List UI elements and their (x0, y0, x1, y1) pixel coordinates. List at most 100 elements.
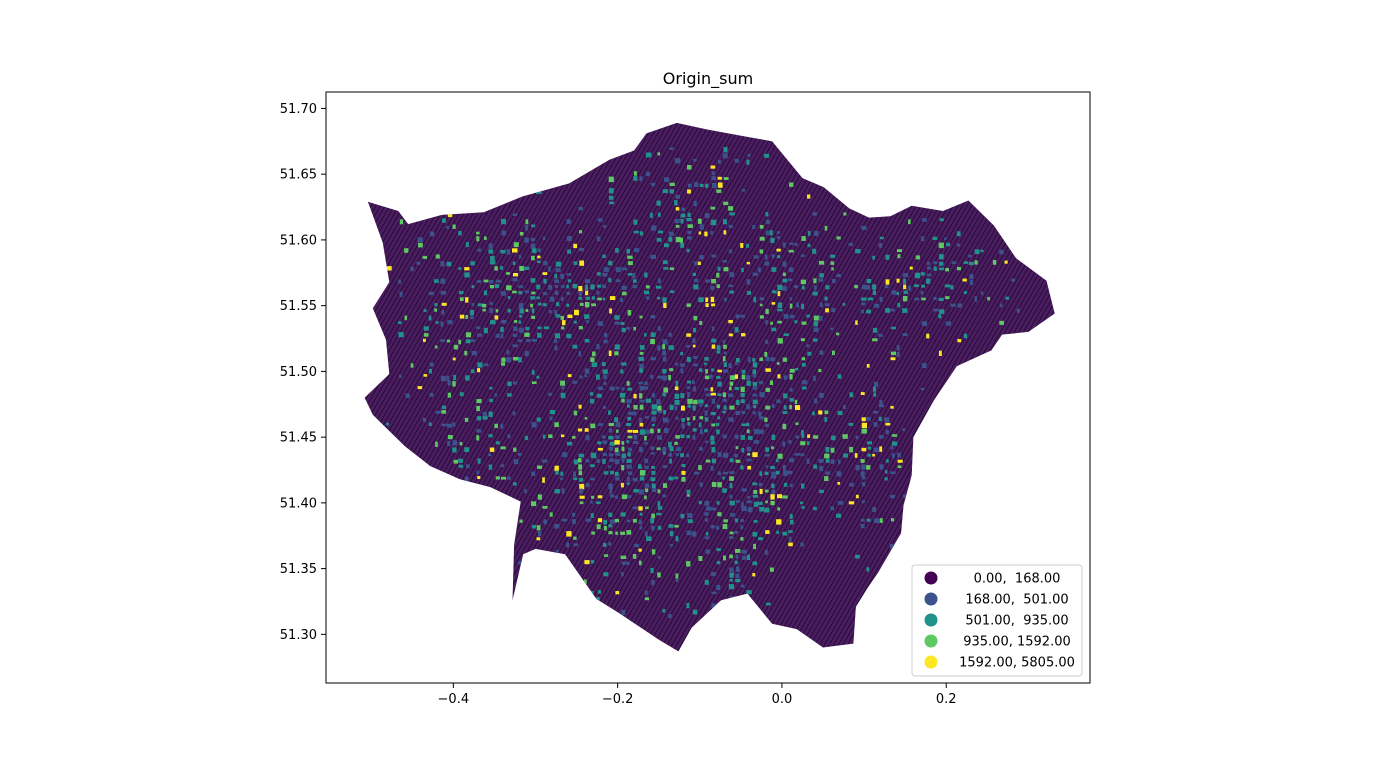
map-cell (794, 285, 799, 289)
map-cell (746, 422, 750, 427)
map-cell (747, 507, 753, 513)
map-cell (609, 308, 612, 314)
map-cell (597, 423, 604, 427)
map-cell (530, 296, 536, 300)
map-cell (650, 567, 654, 573)
map-cell (476, 231, 480, 235)
map-cell (627, 404, 630, 408)
map-cell (423, 338, 426, 342)
map-cell (897, 452, 901, 458)
map-cell (813, 464, 817, 469)
map-cell (956, 266, 961, 271)
map-cell (789, 297, 793, 301)
map-cell (507, 296, 511, 300)
map-cell (878, 242, 883, 248)
map-cell (729, 536, 734, 540)
map-cell (483, 290, 488, 296)
map-cell (602, 273, 608, 277)
map-cell (903, 284, 907, 290)
map-cell (542, 477, 545, 483)
map-cell (717, 471, 721, 475)
map-cell (710, 465, 714, 471)
map-cell (644, 290, 650, 295)
map-cell (554, 345, 558, 351)
map-cell (704, 231, 708, 237)
map-cell (615, 267, 621, 273)
map-cell (656, 399, 661, 405)
map-cell (729, 471, 735, 474)
map-cell (578, 453, 584, 458)
map-cell (465, 375, 470, 381)
map-cell (578, 585, 583, 590)
map-cell (764, 417, 768, 422)
map-cell (458, 464, 463, 468)
map-cell (741, 488, 747, 492)
map-cell (513, 447, 517, 452)
map-cell (746, 279, 751, 285)
map-cell (806, 458, 810, 464)
map-cell (615, 591, 620, 595)
map-cell (740, 537, 744, 541)
legend-marker (924, 655, 938, 669)
map-cell (681, 207, 686, 212)
map-cell (722, 488, 727, 493)
map-cell (686, 248, 690, 253)
map-cell (776, 362, 780, 365)
map-cell (921, 297, 926, 301)
legend-marker (924, 592, 938, 606)
map-cell (507, 308, 511, 313)
map-cell (596, 236, 601, 242)
map-cell (741, 369, 746, 374)
map-cell (446, 207, 451, 213)
map-cell (735, 399, 740, 405)
map-cell (609, 489, 613, 494)
map-cell (723, 297, 727, 302)
map-cell (884, 477, 888, 481)
map-cell (776, 399, 781, 403)
map-cell (801, 303, 804, 310)
y-tick-label: 51.35 (280, 562, 317, 577)
map-cell (525, 326, 530, 331)
map-cell (921, 321, 928, 326)
map-cell (680, 243, 685, 248)
map-cell (945, 296, 950, 300)
map-cell (584, 368, 590, 374)
map-cell (788, 249, 794, 253)
map-cell (549, 512, 553, 517)
map-cell (746, 446, 752, 452)
map-cell (879, 446, 883, 452)
map-cell (861, 417, 866, 422)
map-cell (537, 248, 541, 252)
map-cell (638, 464, 642, 469)
map-cell (590, 452, 597, 459)
map-cell (639, 363, 644, 369)
map-cell (710, 206, 716, 210)
map-cell (686, 603, 690, 609)
x-axis: −0.4 −0.2 0.0 0.2 (438, 683, 957, 707)
map-cell (837, 482, 841, 485)
map-cell (746, 290, 751, 295)
map-cell (698, 261, 701, 265)
map-cell (536, 375, 540, 379)
map-cell (662, 452, 666, 455)
map-cell (843, 453, 848, 458)
map-cell (651, 465, 655, 469)
map-cell (490, 260, 496, 265)
map-cell (692, 609, 698, 615)
x-tick-label: −0.2 (602, 692, 634, 707)
map-cell (554, 333, 560, 339)
map-cell (621, 267, 627, 271)
map-cell (674, 400, 680, 405)
map-cell (578, 206, 583, 211)
legend-marker (924, 571, 938, 585)
y-axis: 51.3051.3551.4051.4551.5051.5551.6051.65… (280, 102, 326, 643)
map-cell (537, 465, 543, 469)
map-cell (849, 482, 854, 487)
map-cell (585, 482, 590, 488)
map-cell (494, 393, 497, 397)
map-cell (680, 393, 685, 399)
map-title: Origin_sum (663, 69, 753, 89)
map-cell (885, 254, 890, 260)
map-cell (807, 434, 811, 438)
map-cell (675, 573, 679, 579)
